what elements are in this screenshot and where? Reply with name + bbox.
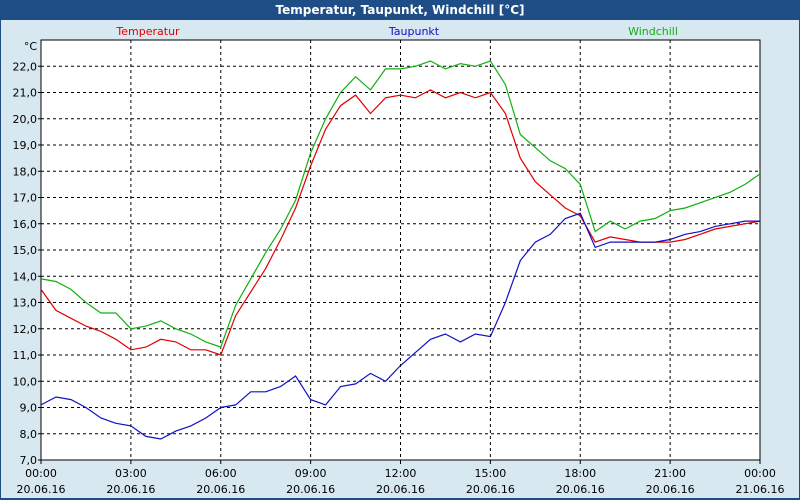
y-tick-label: 19,0 xyxy=(13,139,38,152)
window-title: Temperatur, Taupunkt, Windchill [°C] xyxy=(275,3,525,17)
legend-entry-temperatur: Temperatur xyxy=(115,25,180,38)
series-line-taupunkt xyxy=(40,212,760,440)
y-tick-label: 17,0 xyxy=(13,192,38,205)
y-tick-label: 14,0 xyxy=(13,270,38,283)
legend-entry-windchill: Windchill xyxy=(628,25,678,38)
line-chart: 7,0 8,0 9,0 10,0 11,0 12,0 13,0 14,0 15,0 16,0 17,… xyxy=(13,25,785,496)
x-tick-time-label: 21:00 xyxy=(654,467,686,480)
y-tick-label: 20,0 xyxy=(13,113,38,126)
y-tick-label: 18,0 xyxy=(13,165,38,178)
x-tick-date-label: 20.06.16 xyxy=(17,483,66,496)
x-tick-date-label: 20.06.16 xyxy=(106,483,155,496)
y-tick-label: 15,0 xyxy=(13,244,38,257)
x-tick-time-label: 12:00 xyxy=(385,467,417,480)
x-tick-date-label: 20.06.16 xyxy=(556,483,605,496)
y-tick-label: 13,0 xyxy=(13,297,38,310)
x-tick-time-label: 09:00 xyxy=(295,467,327,480)
y-tick-label: 7,0 xyxy=(20,454,38,467)
x-tick-time-label: 00:00 xyxy=(744,467,776,480)
y-tick-label: 12,0 xyxy=(13,323,38,336)
x-tick-date-label: 21.06.16 xyxy=(736,483,785,496)
series-line-windchill xyxy=(40,60,761,348)
x-tick-date-label: 20.06.16 xyxy=(376,483,425,496)
chart-panel: 7,0 8,0 9,0 10,0 11,0 12,0 13,0 14,0 15,0 16,0 17,… xyxy=(1,20,799,498)
x-tick-time-label: 00:00 xyxy=(25,467,57,480)
x-tick-time-label: 18:00 xyxy=(564,467,596,480)
y-tick-label: 9,0 xyxy=(20,402,38,415)
y-tick-label: 8,0 xyxy=(20,428,38,441)
y-tick-label: 10,0 xyxy=(13,375,38,388)
x-tick-time-label: 15:00 xyxy=(475,467,507,480)
x-tick-time-label: 03:00 xyxy=(115,467,147,480)
y-axis-unit-label: °C xyxy=(24,40,38,53)
x-tick-time-label: 06:00 xyxy=(205,467,237,480)
y-tick-label: 16,0 xyxy=(13,218,38,231)
x-tick-date-label: 20.06.16 xyxy=(286,483,335,496)
y-tick-label: 21,0 xyxy=(13,87,38,100)
legend-entry-taupunkt: Taupunkt xyxy=(388,25,440,38)
x-tick-date-label: 20.06.16 xyxy=(196,483,245,496)
x-tick-date-label: 20.06.16 xyxy=(646,483,695,496)
x-tick-date-label: 20.06.16 xyxy=(466,483,515,496)
y-tick-label: 11,0 xyxy=(13,349,38,362)
y-tick-label: 22,0 xyxy=(13,60,38,73)
